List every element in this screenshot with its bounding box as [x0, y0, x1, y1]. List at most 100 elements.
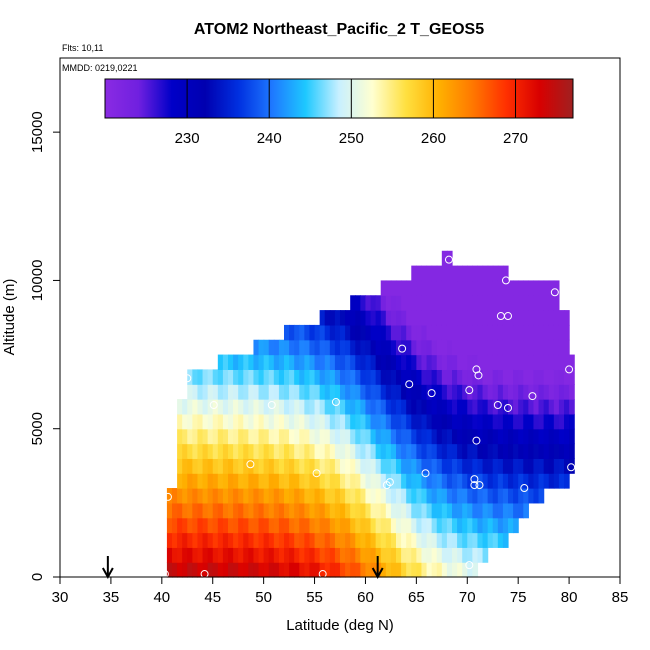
heatmap-cell: [508, 339, 514, 356]
heatmap-cell: [548, 413, 555, 430]
heatmap-cell: [304, 458, 311, 474]
heatmap-cell: [421, 443, 428, 459]
heatmap-cell: [299, 428, 305, 445]
heatmap-cell: [482, 265, 489, 282]
heatmap-cell: [406, 443, 412, 459]
heatmap-cell: [543, 473, 550, 489]
heatmap-cell: [324, 517, 331, 534]
heatmap-cell: [452, 384, 458, 400]
heatmap-cell: [533, 339, 540, 356]
heatmap-cell: [401, 369, 407, 385]
observation-marker: [567, 463, 576, 472]
heatmap-cell: [253, 532, 260, 548]
heatmap-cell: [482, 443, 489, 459]
heatmap-cell: [513, 354, 519, 370]
heatmap-cell: [533, 324, 540, 341]
x-tick-label: 85: [612, 589, 629, 606]
heatmap-cell: [350, 547, 356, 563]
heatmap-cell: [385, 384, 392, 400]
heatmap-cell: [365, 547, 372, 563]
heatmap-cell: [513, 280, 519, 296]
heatmap-cell: [548, 458, 555, 474]
heatmap-cell: [452, 532, 458, 548]
heatmap-cell: [370, 547, 377, 563]
heatmap-cell: [350, 488, 356, 504]
heatmap-cell: [441, 502, 448, 519]
heatmap-cell: [355, 443, 361, 459]
heatmap-cell: [441, 562, 448, 578]
heatmap-cell: [182, 532, 188, 548]
heatmap-cell: [334, 473, 341, 489]
heatmap-cell: [518, 502, 524, 519]
heatmap-cell: [258, 473, 265, 489]
heatmap-cell: [411, 443, 417, 459]
heatmap-cell: [278, 443, 285, 459]
heatmap-cell: [294, 428, 300, 445]
heatmap-cell: [334, 354, 341, 370]
y-axis-title: Altitude (m): [1, 279, 18, 356]
observation-marker: [470, 481, 479, 490]
heatmap-cell: [243, 517, 249, 534]
heatmap-cell: [416, 458, 423, 474]
heatmap-cell: [431, 532, 438, 548]
heatmap-cell: [401, 473, 407, 489]
heatmap-cell: [390, 369, 397, 385]
heatmap-cell: [401, 354, 407, 370]
heatmap-cell: [477, 295, 484, 311]
heatmap-cell: [192, 399, 199, 415]
heatmap-cell: [508, 295, 514, 311]
heatmap-cell: [370, 310, 377, 326]
heatmap-cell: [166, 562, 173, 578]
heatmap-cell: [548, 443, 555, 459]
heatmap-cell: [370, 339, 377, 356]
heatmap-cell: [497, 413, 504, 430]
heatmap-cell: [492, 413, 499, 430]
heatmap-cell: [329, 324, 336, 341]
heatmap-cell: [406, 310, 412, 326]
heatmap-cell: [284, 339, 290, 356]
observation-marker: [385, 478, 394, 487]
heatmap-cell: [207, 532, 214, 548]
heatmap-cell: [518, 280, 524, 296]
heatmap-cell: [553, 339, 560, 356]
heatmap-cell: [518, 354, 524, 370]
heatmap-cell: [462, 280, 468, 296]
heatmap-cell: [462, 399, 468, 415]
heatmap-cell: [380, 562, 387, 578]
heatmap-cell: [284, 413, 290, 430]
heatmap-cell: [396, 473, 402, 489]
observation-marker: [474, 371, 483, 380]
heatmap-cell: [197, 517, 204, 534]
heatmap-cell: [533, 354, 540, 370]
heatmap-cell: [172, 532, 178, 548]
heatmap-cell: [482, 473, 489, 489]
heatmap-cell: [187, 428, 193, 445]
heatmap-cell: [309, 488, 316, 504]
heatmap-cell: [558, 399, 565, 415]
heatmap-cell: [477, 502, 484, 519]
heatmap-cell: [513, 339, 519, 356]
heatmap-cell: [390, 295, 397, 311]
heatmap-cell: [228, 473, 234, 489]
heatmap-cell: [299, 443, 305, 459]
heatmap-cell: [212, 547, 219, 563]
heatmap-cell: [345, 413, 351, 430]
heatmap-cell: [278, 399, 285, 415]
heatmap-cell: [360, 354, 367, 370]
heatmap-cell: [182, 413, 188, 430]
heatmap-cell: [238, 473, 244, 489]
heatmap-cell: [324, 443, 331, 459]
heatmap-cell: [375, 473, 382, 489]
heatmap-cell: [441, 532, 448, 548]
heatmap-cell: [457, 295, 463, 311]
heatmap-cell: [446, 517, 453, 534]
heatmap-cell: [319, 384, 326, 400]
heatmap-cell: [182, 428, 188, 445]
heatmap-cell: [401, 443, 407, 459]
heatmap-cell: [411, 295, 417, 311]
heatmap-cell: [523, 399, 529, 415]
heatmap-cell: [472, 547, 479, 563]
heatmap-cell: [375, 295, 382, 311]
heatmap-cell: [482, 295, 489, 311]
heatmap-cell: [233, 502, 239, 519]
